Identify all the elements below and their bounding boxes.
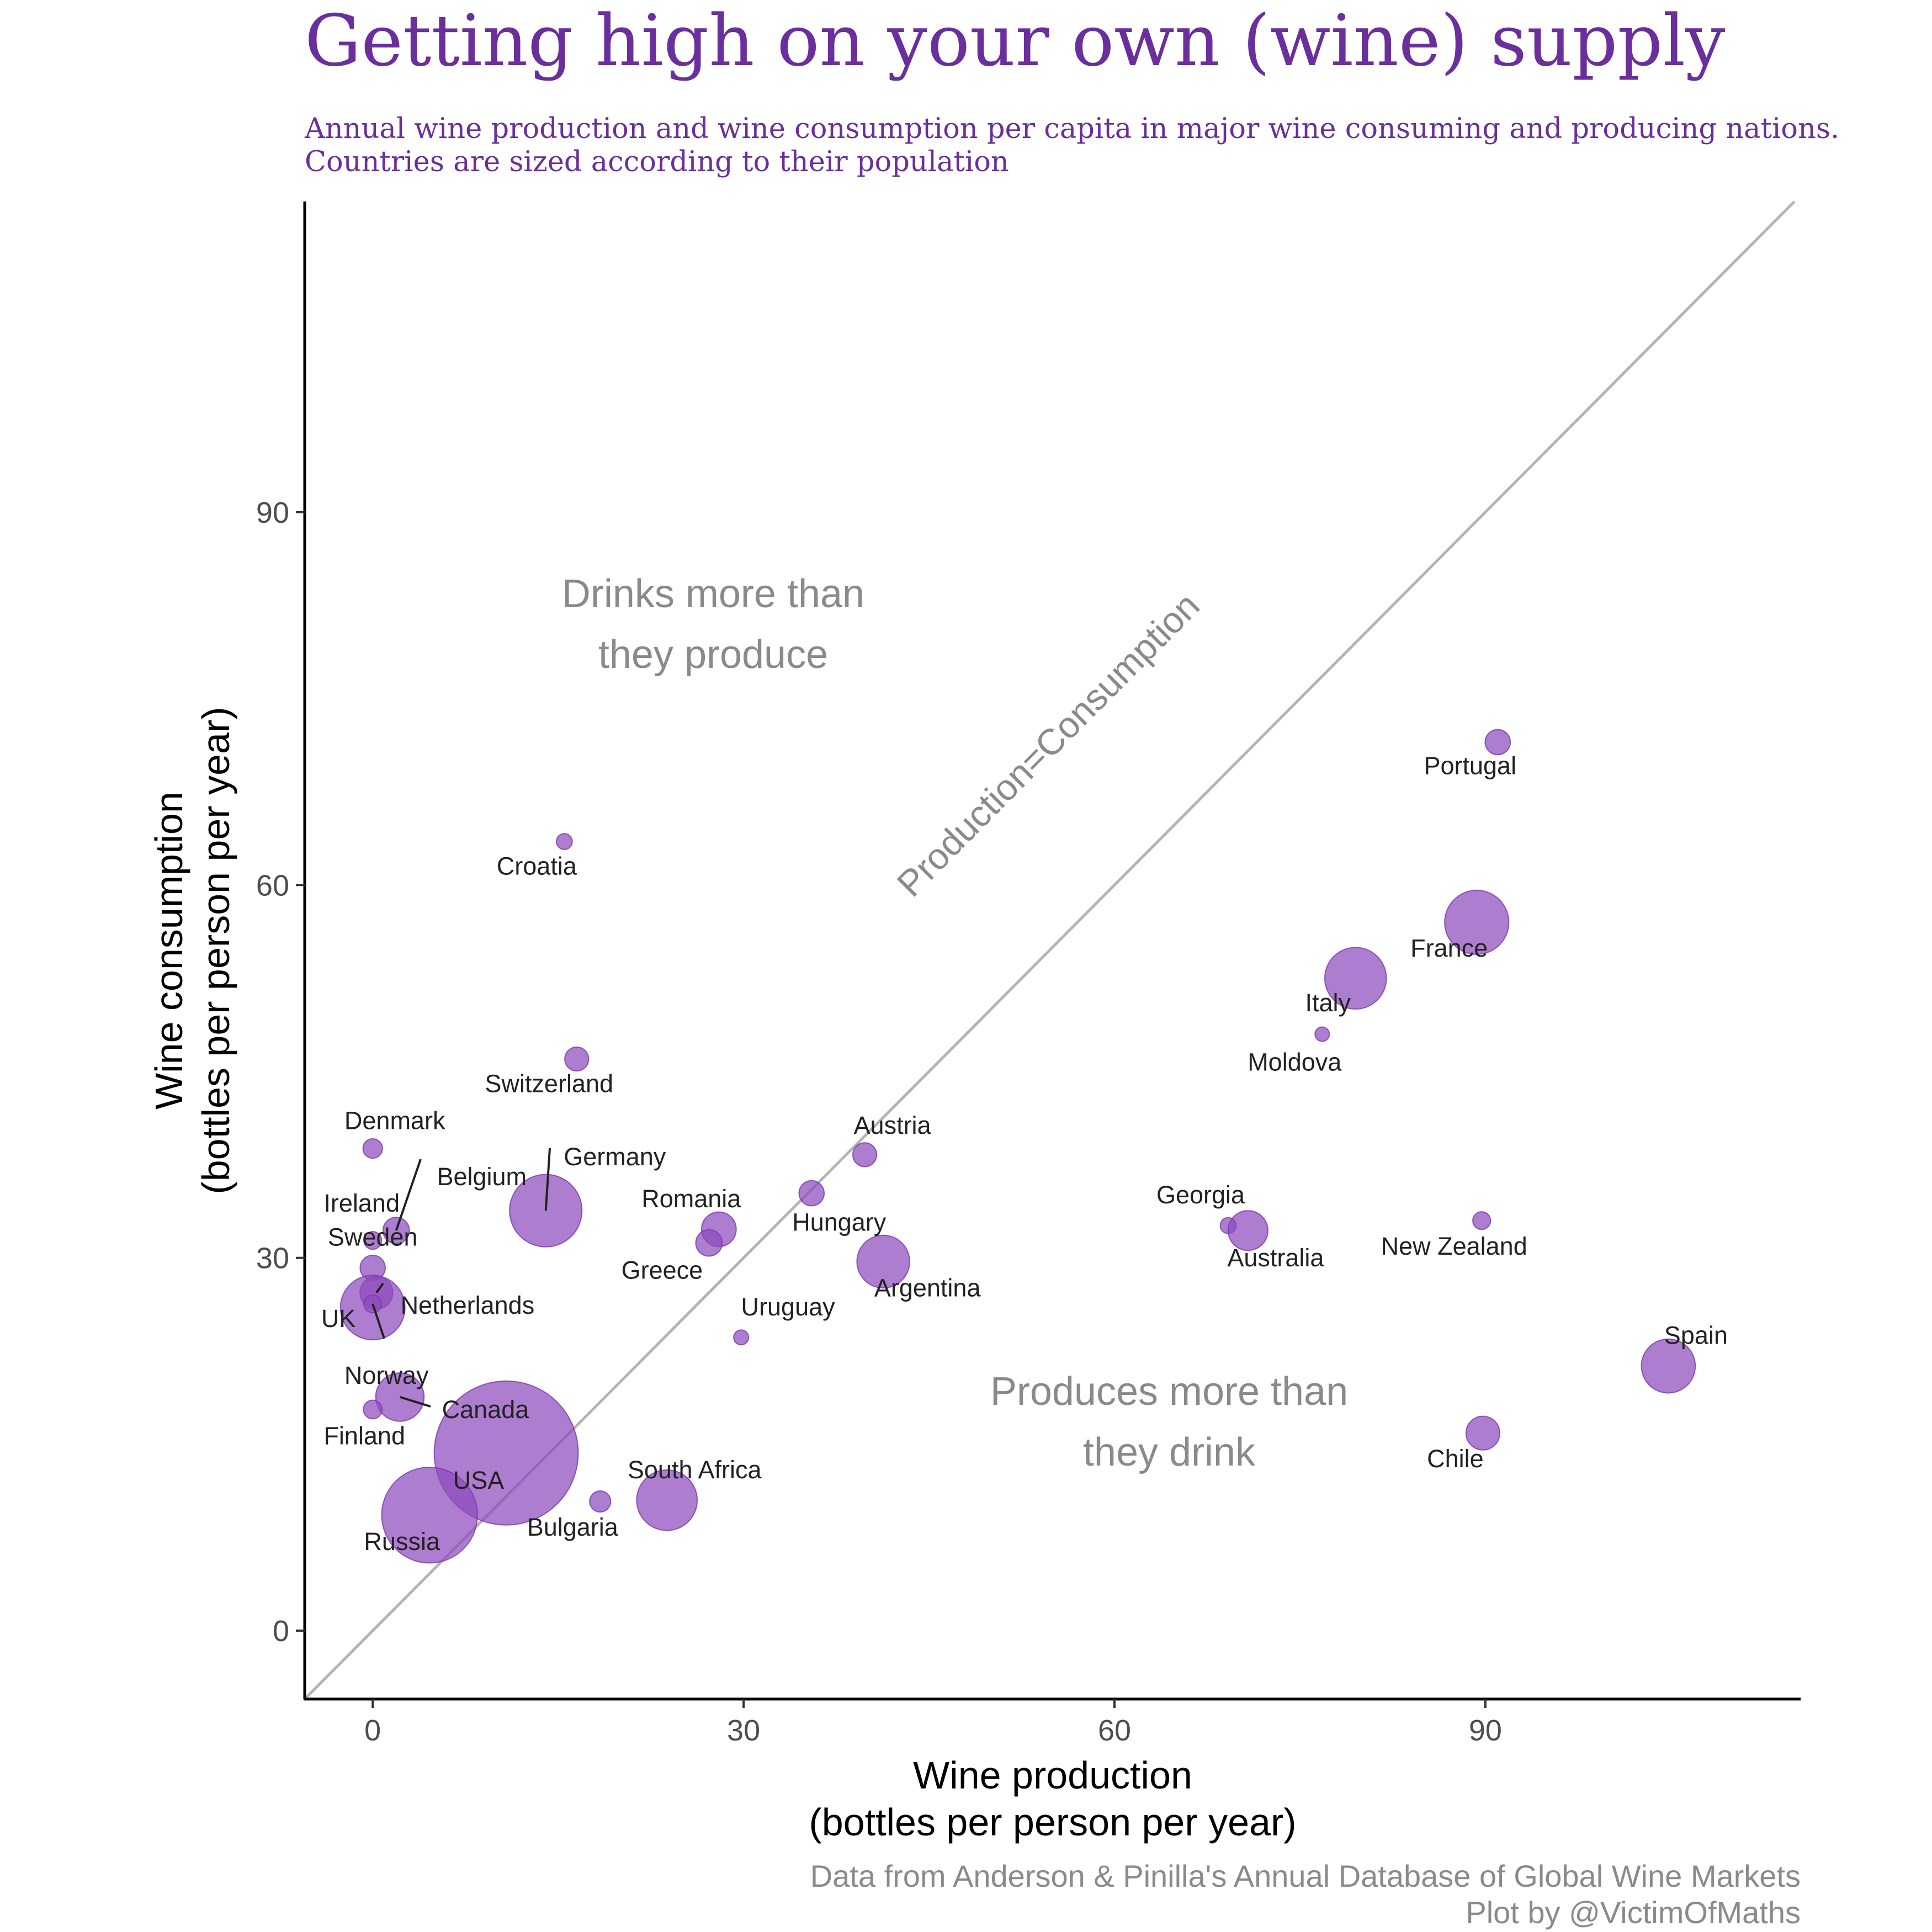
- label-leader-lines: [371, 1148, 551, 1408]
- label-germany: Germany: [564, 1143, 666, 1171]
- label-portugal: Portugal: [1424, 751, 1516, 779]
- label-italy: Italy: [1305, 989, 1351, 1017]
- point-ireland: [363, 1231, 383, 1250]
- label-switzerland: Switzerland: [485, 1070, 613, 1098]
- y-tick-label: 0: [273, 1615, 289, 1648]
- point-spain: [1641, 1338, 1696, 1394]
- label-belgium: Belgium: [437, 1163, 527, 1191]
- point-denmark: [362, 1138, 383, 1159]
- point-moldova: [1314, 1026, 1330, 1042]
- label-russia: Russia: [364, 1527, 440, 1556]
- caption-source: Data from Anderson & Pinilla's Annual Da…: [810, 1859, 1801, 1893]
- region-labels: Drinks more than they produce Produces mor…: [562, 572, 1348, 1474]
- label-netherlands: Netherlands: [401, 1291, 535, 1319]
- point-chile: [1465, 1415, 1500, 1451]
- label-spain: Spain: [1664, 1321, 1728, 1350]
- label-bulgaria: Bulgaria: [527, 1513, 619, 1541]
- point-croatia: [555, 833, 573, 850]
- label-finland: Finland: [323, 1421, 405, 1450]
- y-axis-ticks: 0 30 60 90: [256, 496, 305, 1648]
- label-chile: Chile: [1427, 1445, 1484, 1473]
- point-austria: [852, 1142, 878, 1167]
- label-romania: Romania: [641, 1185, 741, 1213]
- leader-canada: [399, 1395, 431, 1408]
- point-new-zealand: [1472, 1211, 1492, 1230]
- x-tick-label: 30: [727, 1714, 760, 1747]
- label-austria: Austria: [854, 1111, 932, 1139]
- label-croatia: Croatia: [497, 852, 577, 880]
- label-georgia: Georgia: [1156, 1181, 1245, 1209]
- y-tick-label: 30: [256, 1242, 289, 1275]
- y-tick-label: 90: [256, 496, 289, 529]
- data-points: [339, 729, 1696, 1564]
- label-sweden: Sweden: [328, 1223, 418, 1251]
- chart-subtitle-line-2: Countries are sized according to their p…: [305, 146, 1009, 178]
- label-france: France: [1410, 934, 1488, 962]
- label-uk: UK: [321, 1304, 356, 1333]
- label-usa: USA: [453, 1466, 505, 1494]
- chart-subtitle-line-1: Annual wine production and wine consumpt…: [304, 113, 1839, 145]
- label-hungary: Hungary: [792, 1208, 887, 1236]
- point-france: [1444, 889, 1510, 955]
- label-moldova: Moldova: [1248, 1048, 1342, 1076]
- label-norway: Norway: [344, 1361, 429, 1389]
- label-greece: Greece: [622, 1256, 703, 1285]
- y-axis-title-line-1: Wine consumption: [147, 792, 190, 1110]
- label-ireland: Ireland: [323, 1189, 400, 1217]
- point-italy: [1324, 947, 1387, 1010]
- x-axis-title-line-2: (bottles per person per year): [809, 1801, 1296, 1844]
- leader-belgium: [395, 1159, 422, 1231]
- x-axis-ticks: 0 30 60 90: [364, 1699, 1502, 1747]
- x-axis-title-line-1: Wine production: [913, 1754, 1192, 1797]
- x-tick-label: 90: [1469, 1714, 1502, 1747]
- point-hungary: [798, 1180, 825, 1207]
- x-tick-label: 0: [364, 1714, 381, 1747]
- label-australia: Australia: [1227, 1244, 1324, 1272]
- point-bulgaria: [589, 1490, 612, 1513]
- label-south-africa: South Africa: [628, 1456, 762, 1484]
- label-denmark: Denmark: [344, 1107, 445, 1135]
- point-south-africa: [636, 1469, 698, 1531]
- point-germany: [509, 1174, 583, 1248]
- y-axis-title-line-2: (bottles per person per year): [194, 707, 237, 1194]
- point-finland: [363, 1399, 383, 1420]
- chart-title: Getting high on your own (wine) supply: [305, 0, 1725, 82]
- country-labels: Portugal Croatia France Italy Moldova Switzer…: [321, 751, 1728, 1555]
- region-label-line: Drinks more than: [562, 572, 864, 616]
- label-argentina: Argentina: [874, 1273, 981, 1302]
- point-portugal: [1484, 729, 1511, 756]
- y-tick-label: 60: [256, 869, 289, 902]
- leader-germany: [544, 1148, 551, 1211]
- point-uruguay: [733, 1329, 750, 1346]
- point-greece: [695, 1229, 723, 1257]
- point-russia: [381, 1467, 478, 1564]
- leader-netherlands: [375, 1282, 384, 1293]
- x-tick-label: 60: [1098, 1714, 1131, 1747]
- label-uruguay: Uruguay: [741, 1293, 836, 1321]
- label-canada: Canada: [442, 1395, 530, 1424]
- caption-credit: Plot by @VictimOfMaths: [1466, 1895, 1801, 1930]
- region-label-line: Produces more than: [990, 1370, 1348, 1414]
- leader-norway: [371, 1303, 385, 1339]
- reference-line-label: Production=Consumption: [889, 585, 1207, 904]
- region-label-line: they drink: [1083, 1430, 1256, 1474]
- point-argentina: [856, 1234, 910, 1289]
- label-new-zealand: New Zealand: [1381, 1232, 1527, 1260]
- point-switzerland: [564, 1046, 590, 1072]
- region-label-line: they produce: [598, 633, 828, 677]
- point-australia: [1227, 1210, 1268, 1251]
